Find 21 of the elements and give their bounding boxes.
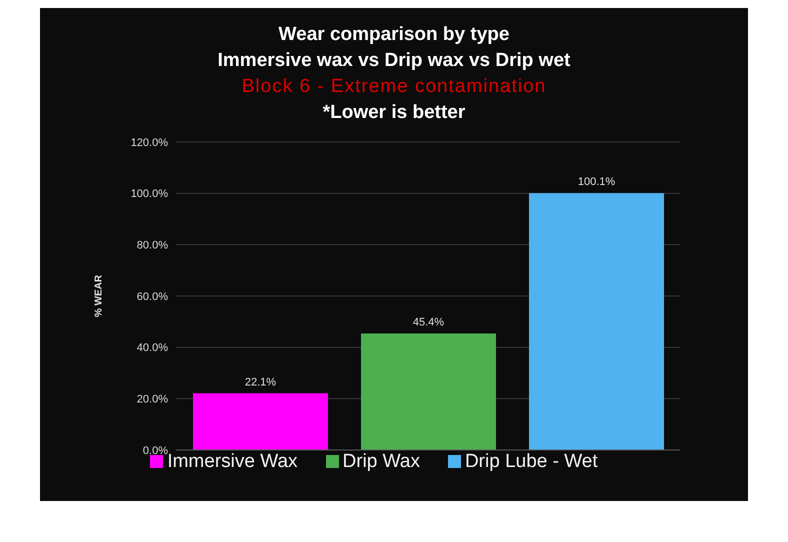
- text: Block 6 - Extreme contamination: [240, 75, 548, 99]
- legend-label: Drip Wax: [342, 451, 420, 472]
- chart-subtitle: Immersive wax vs Drip wax vs Drip wet: [216, 49, 572, 73]
- data-label: 22.1%: [244, 376, 276, 388]
- y-tick-label: 60.0%: [136, 290, 168, 303]
- text: *Lower is better: [322, 101, 466, 125]
- bar: [193, 393, 328, 450]
- y-tick-label: 120.0%: [130, 136, 168, 149]
- y-tick-label: 0.0%: [142, 444, 168, 457]
- bar: [361, 333, 496, 450]
- legend-label: Drip Lube - Wet: [464, 451, 598, 472]
- y-tick-label: 80.0%: [136, 240, 168, 252]
- chart-title: Wear comparison by type: [278, 23, 510, 47]
- legend-label: Immersive Wax: [167, 451, 298, 472]
- bar: [529, 193, 664, 450]
- data-label: 45.4%: [412, 316, 444, 328]
- y-tick-label: 40.0%: [136, 342, 168, 354]
- y-tick-label: 20.0%: [136, 394, 168, 406]
- y-axis-title: % WEAR: [94, 274, 105, 318]
- y-tick-label: 100.0%: [130, 188, 168, 200]
- data-label: 100.1%: [578, 176, 616, 188]
